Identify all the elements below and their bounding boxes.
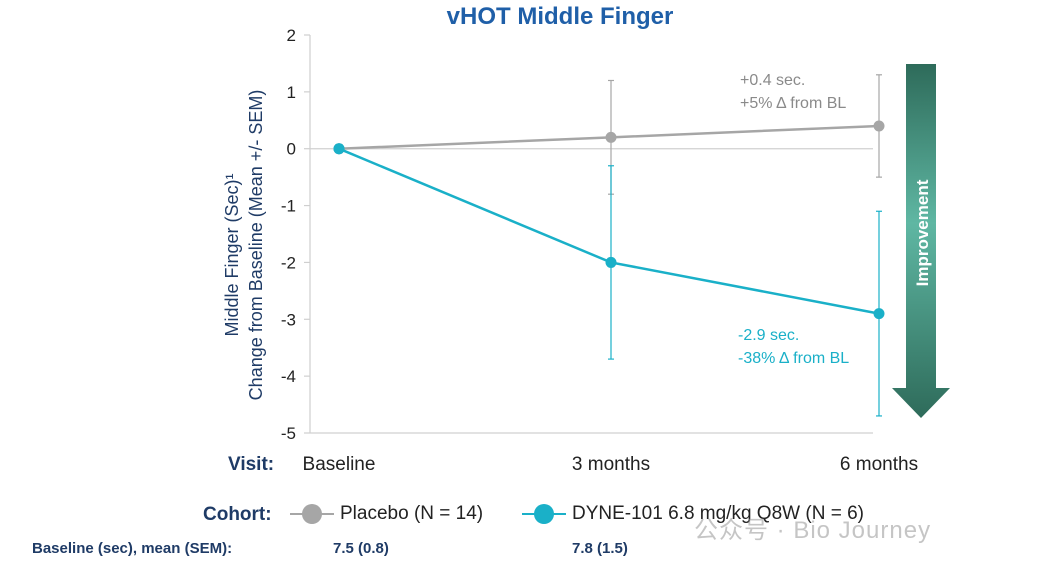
y-tick-label: 1 [287, 83, 296, 102]
improvement-arrow: Improvement [892, 64, 950, 418]
chart: vHOT Middle Finger Middle Finger (Sec)¹ … [222, 3, 950, 475]
y-tick-label: 0 [287, 140, 296, 159]
series-placebo [333, 74, 885, 195]
y-tick-label: -1 [281, 197, 296, 216]
series-dyne [333, 143, 885, 417]
y-tick-label: 2 [287, 26, 296, 45]
series-layer [333, 74, 885, 417]
y-tick-label: -4 [281, 367, 296, 386]
placebo-marker-icon [290, 497, 334, 531]
cohort-label: Cohort: [203, 504, 272, 525]
dyne-annotation-line2: -38% Δ from BL [738, 350, 849, 367]
x-tick-label: Baseline [303, 454, 376, 475]
chart-title: vHOT Middle Finger [447, 3, 674, 30]
legend-item-placebo: Placebo (N = 14) [290, 497, 483, 531]
baseline-row: Baseline (sec), mean (SEM): 7.5 (0.8) 7.… [0, 538, 1041, 562]
x-ticks: Baseline 3 months 6 months [303, 454, 919, 475]
legend: Cohort: Placebo (N = 14) DYNE-101 6.8 mg… [0, 497, 1041, 531]
y-axis-label-line1: Middle Finger (Sec)¹ [222, 173, 242, 336]
y-ticks: 2 1 0 -1 -2 -3 -4 -5 [281, 26, 310, 443]
x-tick-label: 6 months [840, 454, 918, 475]
series-line [338, 147, 880, 315]
placebo-annotation-line1: +0.4 sec. [740, 72, 805, 89]
baseline-row-label: Baseline (sec), mean (SEM): [32, 540, 233, 557]
dyne-marker-icon [522, 497, 566, 531]
x-tick-label: 3 months [572, 454, 650, 475]
dyne-annotation-line1: -2.9 sec. [738, 327, 799, 344]
y-tick-label: -3 [281, 310, 296, 329]
baseline-point [333, 143, 345, 155]
baseline-dyne-value: 7.8 (1.5) [572, 540, 628, 557]
baseline-placebo-value: 7.5 (0.8) [333, 540, 389, 557]
zero-line [310, 148, 873, 434]
y-tick-label: -2 [281, 253, 296, 272]
data-point [605, 256, 617, 268]
improvement-label: Improvement [913, 179, 932, 286]
y-tick-label: -5 [281, 424, 296, 443]
legend-dyne-label: DYNE-101 6.8 mg/kg Q8W (N = 6) [572, 503, 864, 524]
watermark: 公众号 · Bio Journey [694, 517, 932, 544]
legend-placebo-label: Placebo (N = 14) [340, 503, 484, 524]
placebo-annotation-line2: +5% Δ from BL [740, 95, 846, 112]
legend-item-dyne: DYNE-101 6.8 mg/kg Q8W (N = 6) [522, 497, 864, 531]
data-point [873, 308, 885, 320]
y-axis-label-line2: Change from Baseline (Mean +/- SEM) [246, 90, 266, 401]
data-point [605, 131, 617, 143]
data-point [873, 120, 885, 132]
x-axis-prefix: Visit: [228, 454, 274, 475]
